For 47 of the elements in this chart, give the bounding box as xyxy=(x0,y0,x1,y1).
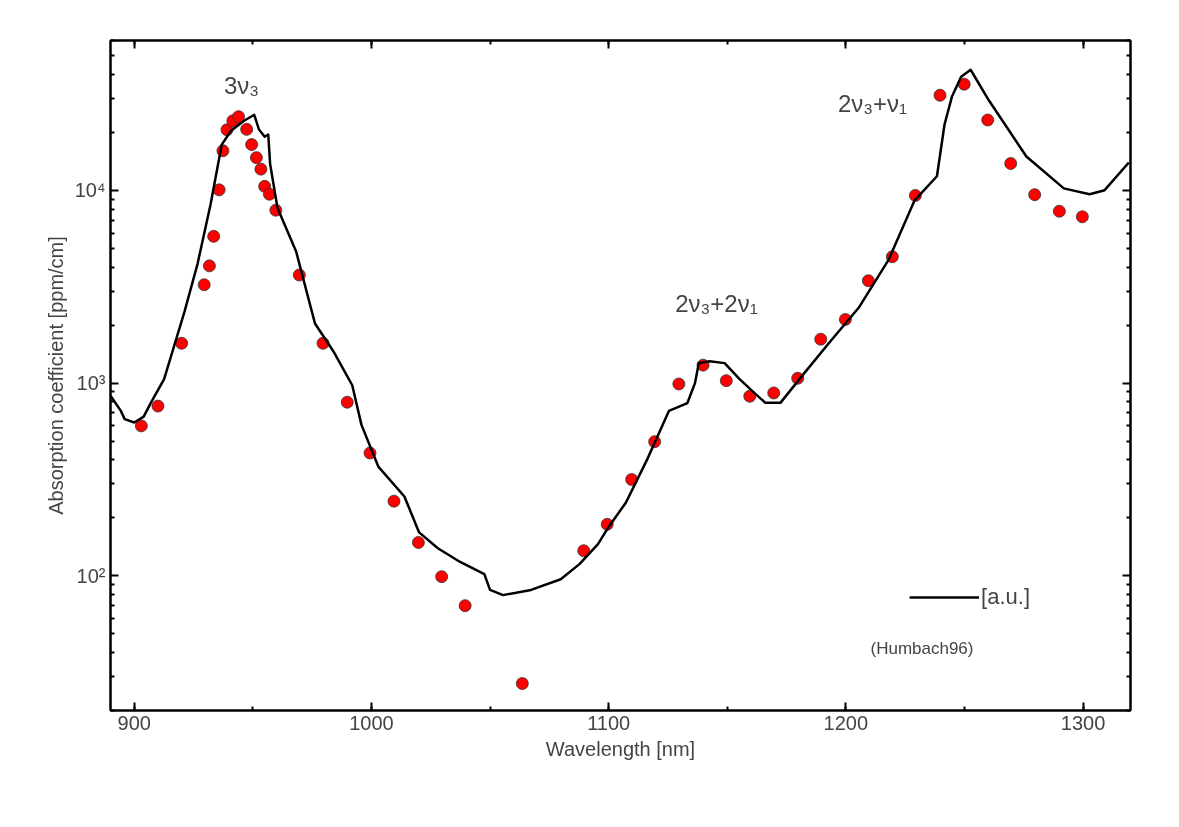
point xyxy=(245,138,259,151)
point xyxy=(719,374,733,388)
annotation: 2ν₃+ν₁ xyxy=(837,90,908,117)
point xyxy=(263,187,276,201)
point xyxy=(435,570,449,584)
point xyxy=(814,332,828,346)
point xyxy=(933,88,947,102)
x-axis-title: Wavelength [nm] xyxy=(545,737,696,760)
point xyxy=(672,377,686,391)
point xyxy=(212,183,226,197)
x-tick-label: 1300 xyxy=(1060,711,1106,734)
point xyxy=(207,229,221,243)
annotation: 3ν₃ xyxy=(223,72,260,99)
point xyxy=(861,274,875,288)
point xyxy=(175,336,189,350)
annotation: 2ν₃+2ν₁ xyxy=(675,290,758,317)
point xyxy=(957,77,971,91)
point xyxy=(577,544,591,558)
point xyxy=(151,399,165,413)
point xyxy=(249,151,263,165)
point xyxy=(197,278,211,292)
y-tick-label: 10³ xyxy=(76,372,106,395)
point xyxy=(387,494,401,508)
point xyxy=(340,395,354,409)
y-tick-label: 10² xyxy=(76,564,106,587)
point xyxy=(1004,157,1018,170)
x-tick-label: 1200 xyxy=(823,711,869,734)
point xyxy=(232,110,245,124)
point xyxy=(981,113,995,127)
point xyxy=(240,122,254,136)
point xyxy=(515,677,529,690)
point xyxy=(458,599,472,613)
x-tick-label: 1100 xyxy=(587,711,631,734)
point xyxy=(134,419,148,433)
point xyxy=(1075,210,1089,224)
point xyxy=(1028,188,1042,202)
point xyxy=(1052,204,1066,218)
point xyxy=(412,536,425,549)
point xyxy=(767,386,781,400)
x-tick-label: 1000 xyxy=(349,711,394,734)
annotation: (Humbach96) xyxy=(870,639,974,658)
y-axis-title: Absorption coefficient [ppm/cm] xyxy=(44,236,67,515)
x-tick-label: 900 xyxy=(117,711,151,734)
legend-label: [a.u.] xyxy=(981,584,1030,610)
point xyxy=(203,259,216,273)
y-tick-label: 10⁴ xyxy=(74,179,106,202)
point xyxy=(254,162,268,176)
